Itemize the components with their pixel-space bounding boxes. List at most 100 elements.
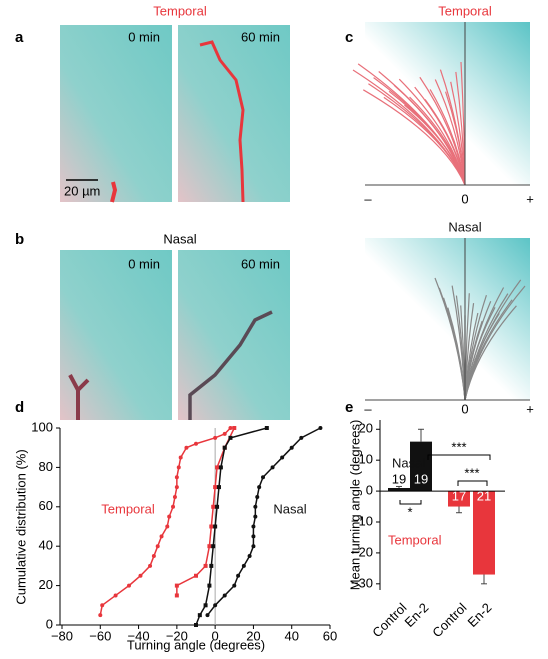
marker	[222, 445, 227, 450]
marker	[167, 514, 172, 519]
panel-title: Nasal	[448, 219, 481, 234]
marker	[251, 534, 256, 539]
marker	[174, 593, 179, 598]
marker	[255, 494, 260, 499]
marker	[215, 504, 220, 509]
marker	[213, 524, 218, 529]
marker	[211, 544, 216, 549]
x-tick-label: −40	[128, 628, 150, 643]
marker	[174, 583, 179, 588]
panel-label: d	[15, 399, 24, 416]
marker	[216, 485, 221, 490]
axon	[199, 40, 245, 203]
marker	[174, 485, 179, 490]
marker	[247, 554, 252, 559]
group-label: Nasal	[392, 455, 425, 470]
marker	[209, 524, 214, 529]
marker	[138, 573, 143, 578]
marker	[232, 426, 237, 430]
panel-label: c	[345, 29, 353, 46]
marker	[165, 524, 170, 529]
marker	[241, 563, 246, 568]
n-label: 17	[452, 488, 466, 503]
y-tick-label: −30	[351, 575, 373, 590]
marker	[270, 465, 275, 470]
marker	[207, 583, 212, 588]
y-axis-label: Mean turning angle (degrees)	[347, 420, 362, 591]
marker	[264, 426, 269, 430]
x-tick-label: 0	[212, 628, 219, 643]
marker	[151, 554, 156, 559]
n-label: 19	[392, 471, 406, 486]
marker	[251, 524, 256, 529]
tick-label: 0	[461, 401, 468, 416]
marker	[203, 603, 208, 608]
bracket	[399, 500, 422, 505]
axon	[110, 181, 118, 203]
x-tick-label: −20	[166, 628, 188, 643]
marker	[127, 583, 131, 588]
significance: ***	[451, 439, 466, 454]
marker	[236, 573, 241, 578]
marker	[197, 613, 202, 618]
tick-label: –	[364, 191, 372, 206]
marker	[213, 603, 218, 608]
marker	[205, 613, 210, 618]
marker	[113, 593, 118, 598]
marker	[251, 544, 256, 549]
panel-title: Nasal	[163, 231, 196, 246]
marker	[194, 441, 198, 446]
marker	[213, 435, 218, 440]
y-tick-label: 60	[39, 498, 53, 513]
group-label: Temporal	[388, 532, 442, 547]
marker	[155, 544, 160, 549]
marker	[222, 593, 227, 598]
x-tick-label: 60	[323, 628, 337, 643]
series-name: Temporal	[101, 501, 155, 516]
marker	[215, 465, 220, 470]
trajectory	[352, 69, 466, 186]
panel-label: b	[15, 231, 24, 248]
marker	[253, 514, 258, 519]
y-tick-label: 100	[31, 419, 53, 434]
marker	[299, 435, 304, 440]
bar	[388, 488, 410, 492]
y-tick-label: 20	[359, 421, 373, 436]
bar	[410, 441, 432, 492]
scale-label: 20 µm	[64, 183, 100, 198]
marker	[174, 475, 179, 480]
series-line	[206, 427, 321, 616]
micrograph	[60, 25, 172, 202]
marker	[178, 455, 183, 460]
significance: *	[407, 504, 412, 519]
marker	[261, 475, 265, 480]
time-label: 60 min	[241, 256, 280, 271]
marker	[213, 485, 218, 490]
tick-label: +	[526, 401, 534, 416]
tick-label: +	[526, 191, 534, 206]
marker	[100, 603, 105, 608]
y-axis-label: Cumulative distribution (%)	[13, 449, 28, 604]
x-axis-label: Turning angle (degrees)	[127, 637, 265, 652]
marker	[194, 573, 198, 578]
marker	[171, 504, 176, 509]
marker	[209, 563, 214, 568]
series-line	[176, 427, 235, 596]
axon	[188, 310, 273, 420]
marker	[148, 563, 153, 568]
marker	[228, 426, 233, 430]
marker	[184, 445, 189, 450]
n-label: 21	[477, 488, 491, 503]
trajectory	[464, 285, 526, 401]
marker	[159, 534, 164, 539]
marker	[203, 563, 208, 568]
marker	[98, 613, 103, 618]
marker	[218, 465, 223, 470]
fan-box	[365, 22, 530, 185]
panel-label: e	[345, 399, 353, 416]
marker	[207, 544, 212, 549]
micrograph	[178, 250, 290, 420]
marker	[176, 465, 181, 470]
fan-plots: Temporal – 0 + Nasal – 0 +	[352, 3, 534, 416]
series-line	[99, 427, 231, 616]
